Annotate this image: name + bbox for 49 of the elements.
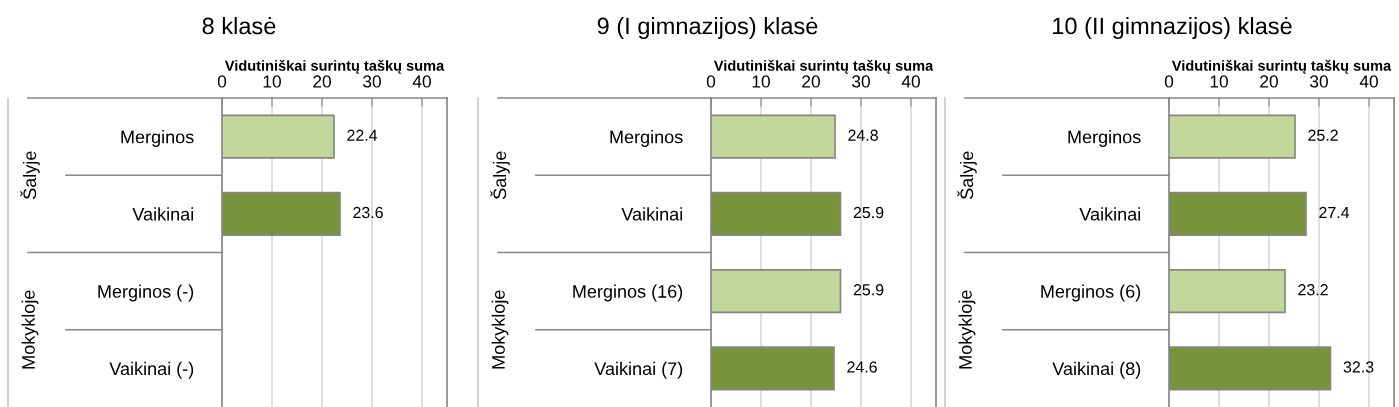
x-tick-label: 10 — [752, 75, 770, 88]
y-tick-label: Vaikinai — [1079, 207, 1141, 221]
text: Šalyje — [957, 151, 977, 200]
chart-title: 10 (II gimnazijos) klasė — [1053, 17, 1292, 39]
x-tick-label: 40 — [1359, 75, 1378, 88]
x-tick-label: 20 — [802, 75, 820, 88]
data-label: 25.9 — [853, 206, 884, 219]
x-tick-label: 10 — [1210, 75, 1228, 88]
text: Mokykloje — [21, 290, 39, 369]
chart-title: 9 (I gimnazijos) klasė — [597, 17, 818, 39]
data-label: 22.4 — [347, 129, 378, 141]
data-label: 23.2 — [1298, 284, 1328, 296]
y-tick-label: Vaikinai (8) — [1052, 361, 1141, 379]
y-tick-label: Merginos — [1068, 130, 1141, 147]
y-tick-label: Vaikinai — [132, 207, 194, 221]
x-tick-label: 10 — [263, 75, 281, 88]
x-tick-label: 30 — [363, 75, 381, 88]
x-tick-label: 20 — [1260, 75, 1278, 88]
x-tick-label: 20 — [313, 75, 331, 88]
y-tick-label: Merginos — [610, 130, 683, 147]
y-tick-label: Vaikinai (7) — [594, 361, 683, 379]
x-axis-title: Vidutiniškai surintų taškų suma — [1171, 59, 1392, 74]
data-label: 25.2 — [1308, 129, 1338, 141]
data-label: 23.6 — [353, 206, 383, 219]
text: Mokykloje — [958, 290, 976, 369]
x-axis-title: Vidutiniškai surintų taškų suma — [713, 59, 934, 74]
x-axis-title: Vidutiniškai surintų taškų suma — [224, 59, 445, 74]
y-tick-label: Merginos (16) — [573, 284, 683, 302]
data-label: 32.3 — [1343, 361, 1374, 373]
text: Šalyje — [20, 151, 40, 200]
x-tick-label: 0 — [706, 75, 716, 88]
y-tick-label: Vaikinai (-) — [109, 361, 194, 379]
y-tick-label: Merginos (6) — [1041, 284, 1141, 302]
x-tick-label: 0 — [1164, 75, 1174, 88]
x-tick-label: 40 — [412, 75, 431, 88]
data-label: 27.4 — [1319, 206, 1350, 219]
text: Šalyje — [490, 151, 510, 200]
data-label: 25.9 — [853, 284, 884, 296]
x-tick-label: 40 — [901, 75, 920, 88]
y-tick-label: Merginos — [121, 130, 194, 147]
x-tick-label: 30 — [1310, 75, 1328, 88]
data-label: 24.6 — [847, 361, 877, 373]
x-tick-label: 30 — [852, 75, 870, 88]
x-tick-label: 0 — [217, 75, 227, 88]
data-label: 24.8 — [848, 129, 878, 141]
chart-title: 8 klasė — [202, 17, 276, 35]
text: Mokykloje — [491, 290, 509, 369]
y-tick-label: Merginos (-) — [98, 284, 194, 302]
y-tick-label: Vaikinai — [621, 207, 683, 221]
